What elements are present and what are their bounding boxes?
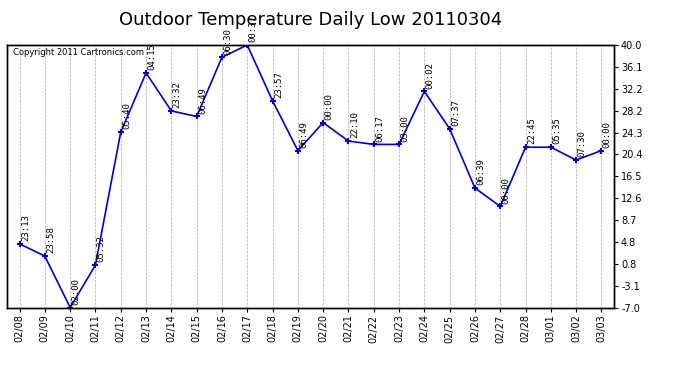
Text: 06:17: 06:17 [375, 115, 384, 142]
Text: 03:00: 03:00 [400, 115, 409, 142]
Text: Outdoor Temperature Daily Low 20110304: Outdoor Temperature Daily Low 20110304 [119, 11, 502, 29]
Text: 04:15: 04:15 [148, 43, 157, 70]
Text: 06:30: 06:30 [224, 28, 233, 54]
Text: 22:10: 22:10 [350, 111, 359, 138]
Text: Copyright 2011 Cartronics.com: Copyright 2011 Cartronics.com [13, 48, 144, 57]
Text: 06:49: 06:49 [299, 121, 308, 148]
Text: 23:57: 23:57 [274, 71, 283, 98]
Text: 23:58: 23:58 [46, 226, 55, 254]
Text: 23:32: 23:32 [172, 81, 181, 108]
Text: 07:37: 07:37 [451, 99, 460, 126]
Text: 07:30: 07:30 [578, 130, 586, 157]
Text: 02:00: 02:00 [72, 278, 81, 305]
Text: 06:39: 06:39 [476, 158, 485, 185]
Text: 00:00: 00:00 [324, 93, 333, 120]
Text: 22:45: 22:45 [527, 117, 536, 144]
Text: 06:49: 06:49 [198, 87, 207, 114]
Text: 05:32: 05:32 [97, 236, 106, 262]
Text: 05:40: 05:40 [122, 102, 131, 129]
Text: 00:37: 00:37 [248, 15, 257, 42]
Text: 00:02: 00:02 [426, 62, 435, 88]
Text: 00:00: 00:00 [603, 121, 612, 148]
Text: 00:00: 00:00 [502, 177, 511, 204]
Text: 05:35: 05:35 [552, 117, 561, 144]
Text: 23:13: 23:13 [21, 214, 30, 241]
